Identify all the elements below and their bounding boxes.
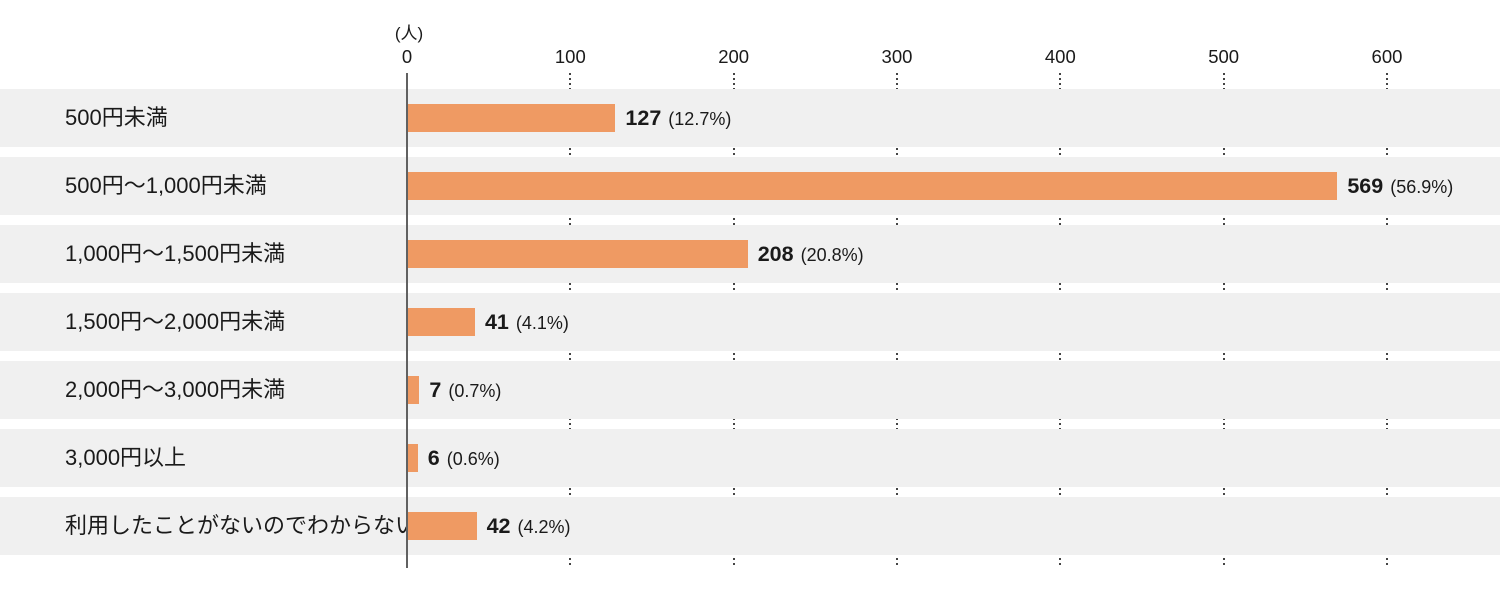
row-band: 500円未満 127 (12.7%) <box>0 89 1500 147</box>
value-label: 208 (20.8%) <box>758 225 864 283</box>
value-count: 569 <box>1347 174 1384 198</box>
value-percent: (20.8%) <box>800 245 864 265</box>
value-label: 569 (56.9%) <box>1347 157 1453 215</box>
bar <box>408 376 420 404</box>
row-band: 3,000円以上 6 (0.6%) <box>0 429 1500 487</box>
value-percent: (12.7%) <box>668 109 732 129</box>
value-label: 41 (4.1%) <box>485 293 569 351</box>
value-count: 7 <box>429 378 442 402</box>
row-band: 500円～1,000円未満 569 (56.9%) <box>0 157 1500 215</box>
value-percent: (4.1%) <box>515 313 569 333</box>
row-label: 500円～1,000円未満 <box>65 173 267 198</box>
x-tick-label: 500 <box>1208 46 1240 67</box>
value-count: 41 <box>484 310 509 334</box>
row-band: 利用したことがないのでわからない 42 (4.2%) <box>0 497 1500 555</box>
value-count: 127 <box>625 106 662 130</box>
bar <box>408 172 1338 200</box>
value-percent: (4.2%) <box>517 517 571 537</box>
row-band: 2,000円～3,000円未満 7 (0.7%) <box>0 361 1500 419</box>
value-label: 127 (12.7%) <box>625 89 731 147</box>
row-label: 2,000円～3,000円未満 <box>65 377 286 402</box>
row-label: 3,000円以上 <box>65 445 187 470</box>
value-count: 42 <box>486 514 511 538</box>
bar <box>408 444 418 472</box>
value-label: 6 (0.6%) <box>428 429 500 487</box>
x-tick-label: 300 <box>881 46 913 67</box>
row-label: 500円未満 <box>65 105 168 130</box>
bar <box>408 240 748 268</box>
value-percent: (56.9%) <box>1390 177 1454 197</box>
value-count: 208 <box>757 242 794 266</box>
bar <box>408 104 616 132</box>
row-band: 1,500円～2,000円未満 41 (4.1%) <box>0 293 1500 351</box>
value-percent: (0.7%) <box>448 381 502 401</box>
axis-unit-label: (人) <box>394 24 424 43</box>
row-band: 1,000円～1,500円未満 208 (20.8%) <box>0 225 1500 283</box>
x-tick-label: 200 <box>718 46 750 67</box>
value-label: 42 (4.2%) <box>487 497 571 555</box>
x-tick-label: 100 <box>554 46 586 67</box>
row-label: 1,500円～2,000円未満 <box>65 309 286 334</box>
bar <box>408 308 475 336</box>
value-percent: (0.6%) <box>446 449 500 469</box>
x-tick-label: 400 <box>1044 46 1076 67</box>
bar <box>408 512 477 540</box>
row-label: 1,000円～1,500円未満 <box>65 241 286 266</box>
zero-axis-line <box>406 73 408 568</box>
value-label: 7 (0.7%) <box>429 361 501 419</box>
row-label: 利用したことがないのでわからない <box>65 513 418 538</box>
x-tick-label: 0 <box>401 46 413 67</box>
x-tick-label: 600 <box>1371 46 1403 67</box>
value-count: 6 <box>427 446 440 470</box>
